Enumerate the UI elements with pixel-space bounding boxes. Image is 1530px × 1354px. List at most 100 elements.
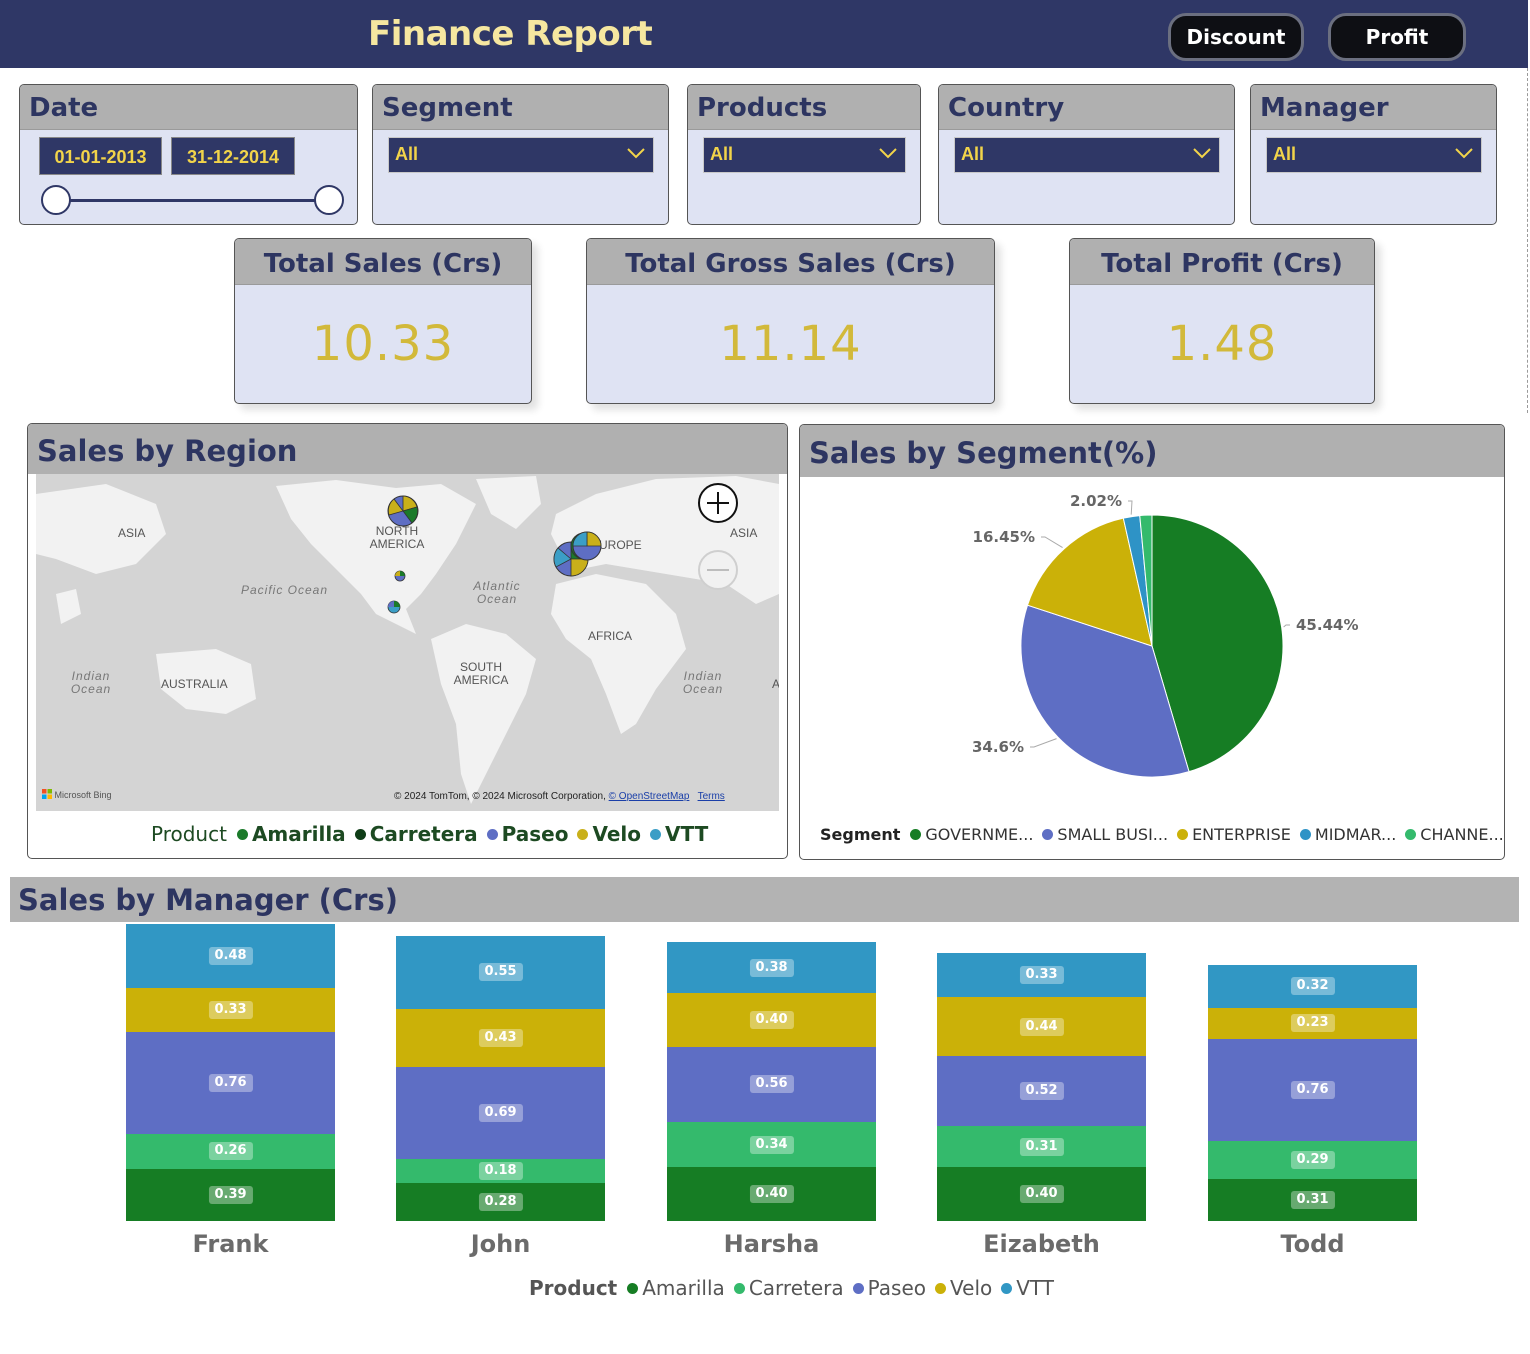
bar-segment[interactable]: 0.48 <box>126 923 335 988</box>
date-end-input[interactable]: 31-12-2014 <box>171 137 295 175</box>
legend-item[interactable]: Carretera <box>354 822 478 846</box>
bar-segment[interactable]: 0.69 <box>396 1066 605 1160</box>
bar-segment[interactable]: 0.55 <box>396 935 605 1010</box>
pie-data-label: 2.02% <box>1070 492 1122 510</box>
manager-dropdown[interactable]: All <box>1266 137 1482 173</box>
bubble-canada[interactable] <box>387 495 419 527</box>
discount-button[interactable]: Discount <box>1168 13 1304 61</box>
products-dropdown[interactable]: All <box>703 137 906 173</box>
legend-item[interactable]: Paseo <box>486 822 569 846</box>
bar-data-label: 0.33 <box>208 1000 253 1019</box>
bar-segment[interactable]: 0.33 <box>937 953 1146 998</box>
page-edge-divider <box>1527 68 1528 413</box>
region-map[interactable]: ASIA NORTH AMERICA EUROPE ASIA Pacific O… <box>36 474 779 811</box>
zoom-in-button[interactable] <box>698 483 738 523</box>
legend-item[interactable]: Velo <box>935 1276 992 1300</box>
country-slicer: Country All <box>938 84 1235 225</box>
kpi-value: 1.48 <box>1166 316 1278 372</box>
date-end-handle[interactable] <box>314 185 344 215</box>
legend-dot-icon <box>577 828 589 840</box>
profit-button[interactable]: Profit <box>1328 13 1466 61</box>
bar-segment[interactable]: 0.52 <box>937 1056 1146 1126</box>
legend-dot-icon <box>1001 1282 1013 1294</box>
chevron-down-icon <box>879 148 897 159</box>
chevron-down-icon <box>1455 148 1473 159</box>
bar-segment[interactable]: 0.23 <box>1208 1007 1417 1039</box>
bar-segment[interactable]: 0.40 <box>667 1167 876 1221</box>
date-start-input[interactable]: 01-01-2013 <box>39 137 162 175</box>
country-dropdown[interactable]: All <box>954 137 1220 173</box>
openstreetmap-link[interactable]: © OpenStreetMap <box>608 791 690 802</box>
country-dropdown-value: All <box>961 144 985 164</box>
pie-slice[interactable] <box>1139 514 1153 647</box>
products-slicer: Products All <box>687 84 921 225</box>
bubble-mexico[interactable] <box>387 600 401 614</box>
legend-item[interactable]: CHANNE... <box>1405 825 1504 844</box>
bar-segment[interactable]: 0.32 <box>1208 965 1417 1008</box>
bar-data-label: 0.38 <box>749 958 794 977</box>
terms-link[interactable]: Terms <box>697 791 725 802</box>
legend-label: ENTERPRISE <box>1192 825 1291 844</box>
bar-segment[interactable]: 0.31 <box>1208 1179 1417 1221</box>
map-label-south-america: SOUTH AMERICA <box>453 660 509 687</box>
legend-item[interactable]: Amarilla <box>627 1276 725 1300</box>
zoom-out-button[interactable] <box>698 550 738 590</box>
bar-segment[interactable]: 0.76 <box>1208 1038 1417 1141</box>
manager-slicer-title: Manager <box>1251 85 1496 130</box>
legend-item[interactable]: Paseo <box>852 1276 926 1300</box>
map-label-africa: AFRICA <box>588 629 633 643</box>
bar-segment[interactable]: 0.34 <box>667 1121 876 1168</box>
bar-segment[interactable]: 0.38 <box>667 942 876 994</box>
legend-item[interactable]: Amarilla <box>236 822 346 846</box>
chevron-down-icon <box>627 148 645 159</box>
legend-label: Velo <box>592 822 642 846</box>
bar-segment[interactable]: 0.26 <box>126 1133 335 1169</box>
legend-item[interactable]: VTT <box>1001 1276 1054 1300</box>
legend-item[interactable]: VTT <box>650 822 708 846</box>
manager-axis-label: John <box>470 1230 531 1258</box>
pie-slice[interactable] <box>1020 604 1190 778</box>
bing-label: Microsoft Bing <box>54 790 112 800</box>
bar-data-label: 0.39 <box>208 1185 253 1204</box>
legend-item[interactable]: GOVERNME... <box>910 825 1033 844</box>
map-label-europe: EUROPE <box>591 538 642 552</box>
bar-segment[interactable]: 0.76 <box>126 1032 335 1134</box>
map-label-australia: AUSTRALIA <box>161 677 228 691</box>
bar-data-label: 0.34 <box>749 1135 794 1154</box>
pie-slice[interactable] <box>1151 514 1284 773</box>
segment-dropdown-value: All <box>395 144 419 164</box>
bar-segment[interactable]: 0.31 <box>937 1125 1146 1168</box>
legend-item[interactable]: SMALL BUSI... <box>1042 825 1168 844</box>
legend-item[interactable]: Velo <box>577 822 641 846</box>
legend-label: MIDMAR... <box>1314 825 1397 844</box>
map-label-indian-ocean: Indian Ocean <box>70 669 112 696</box>
legend-label: Paseo <box>501 822 569 846</box>
legend-item[interactable]: Carretera <box>733 1276 844 1300</box>
segment-slicer-title: Segment <box>373 85 668 130</box>
bar-segment[interactable]: 0.28 <box>396 1183 605 1221</box>
bubble-usa[interactable] <box>394 570 406 582</box>
bar-segment[interactable]: 0.40 <box>937 1167 1146 1221</box>
bar-segment[interactable]: 0.33 <box>126 987 335 1033</box>
bar-segment[interactable]: 0.43 <box>396 1009 605 1067</box>
pie-slice[interactable] <box>1026 517 1153 647</box>
bar-data-label: 0.28 <box>478 1193 523 1212</box>
bing-logo: Microsoft Bing <box>42 789 112 800</box>
bar-segment[interactable]: 0.44 <box>937 997 1146 1057</box>
legend-item[interactable]: ENTERPRISE <box>1177 825 1291 844</box>
bar-segment[interactable]: 0.39 <box>126 1168 335 1221</box>
date-start-handle[interactable] <box>41 185 71 215</box>
bar-segment[interactable]: 0.56 <box>667 1046 876 1122</box>
header-bar: Finance Report Discount Profit <box>0 0 1528 68</box>
pie-data-label: 34.6% <box>972 738 1024 756</box>
legend-dot-icon <box>650 828 662 840</box>
segment-dropdown[interactable]: All <box>388 137 654 173</box>
bar-segment[interactable]: 0.29 <box>1208 1140 1417 1180</box>
legend-item[interactable]: MIDMAR... <box>1299 825 1397 844</box>
bar-segment[interactable]: 0.40 <box>667 993 876 1047</box>
legend-dot-icon <box>935 1282 947 1294</box>
bar-segment[interactable]: 0.18 <box>396 1159 605 1184</box>
sales-by-region-panel: Sales by Region ASIA NORTH AMERICA EUROP… <box>27 423 788 859</box>
bar-data-label: 0.18 <box>478 1162 523 1181</box>
bubble-uk[interactable] <box>572 531 602 561</box>
